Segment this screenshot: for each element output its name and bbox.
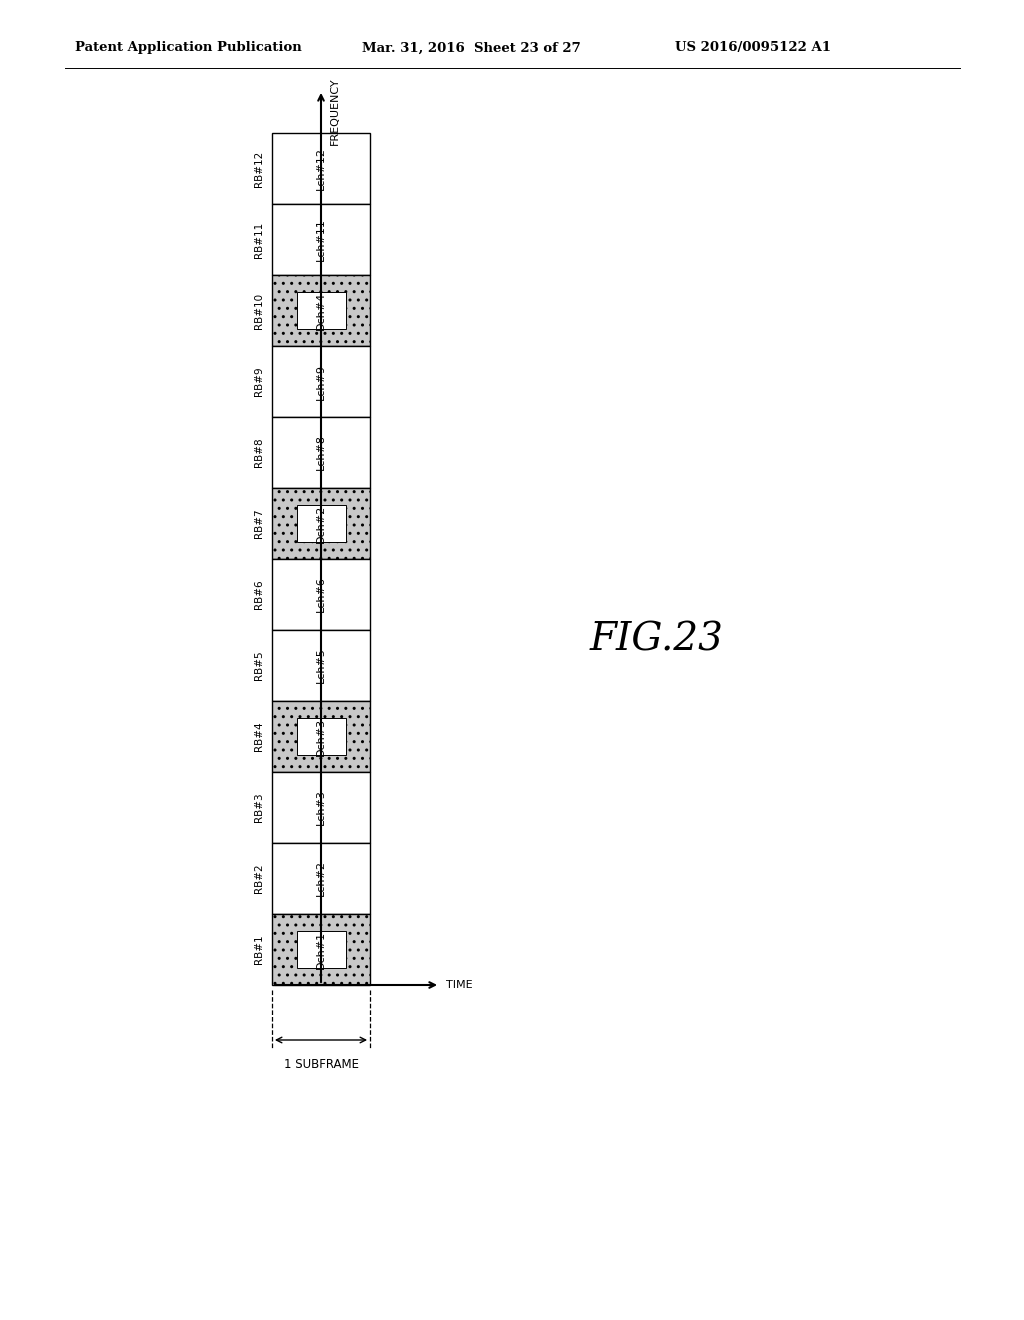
Text: RB#5: RB#5 (254, 651, 264, 680)
Text: Dch#4: Dch#4 (316, 292, 326, 330)
Text: RB#6: RB#6 (254, 579, 264, 610)
Bar (272, 843, 370, 913)
Bar (272, 913, 370, 985)
Bar (272, 630, 370, 701)
Bar (297, 718, 345, 755)
Text: Dch#3: Dch#3 (316, 718, 326, 755)
Bar (272, 772, 370, 843)
Text: Patent Application Publication: Patent Application Publication (75, 41, 302, 54)
Text: TIME: TIME (446, 979, 473, 990)
Bar (272, 488, 370, 558)
Text: RB#12: RB#12 (254, 150, 264, 186)
Text: Dch#2: Dch#2 (316, 504, 326, 543)
Text: Lch#3: Lch#3 (316, 789, 326, 825)
Text: FREQUENCY: FREQUENCY (330, 78, 340, 145)
Bar (272, 346, 370, 417)
Bar (297, 931, 345, 968)
Text: Lch#8: Lch#8 (316, 434, 326, 470)
Text: RB#10: RB#10 (254, 293, 264, 329)
Text: RB#4: RB#4 (254, 722, 264, 751)
Text: 1 SUBFRAME: 1 SUBFRAME (284, 1059, 358, 1071)
Text: RB#11: RB#11 (254, 222, 264, 257)
Text: RB#9: RB#9 (254, 367, 264, 396)
Text: RB#2: RB#2 (254, 863, 264, 894)
Text: Lch#6: Lch#6 (316, 577, 326, 612)
Bar (272, 275, 370, 346)
Text: US 2016/0095122 A1: US 2016/0095122 A1 (675, 41, 831, 54)
Bar (272, 205, 370, 275)
Bar (272, 133, 370, 205)
Bar (297, 506, 345, 543)
Text: Lch#11: Lch#11 (316, 218, 326, 261)
Text: RB#7: RB#7 (254, 508, 264, 539)
Text: Lch#2: Lch#2 (316, 861, 326, 896)
Text: Mar. 31, 2016  Sheet 23 of 27: Mar. 31, 2016 Sheet 23 of 27 (362, 41, 581, 54)
Text: Lch#12: Lch#12 (316, 147, 326, 190)
Bar (272, 417, 370, 488)
Text: Lch#9: Lch#9 (316, 363, 326, 400)
Bar (272, 558, 370, 630)
Text: RB#8: RB#8 (254, 438, 264, 467)
Text: RB#1: RB#1 (254, 935, 264, 965)
Bar (272, 701, 370, 772)
Bar (297, 292, 345, 329)
Text: RB#3: RB#3 (254, 793, 264, 822)
Text: Dch#1: Dch#1 (316, 931, 326, 969)
Text: FIG.23: FIG.23 (590, 622, 724, 659)
Text: Lch#5: Lch#5 (316, 648, 326, 684)
